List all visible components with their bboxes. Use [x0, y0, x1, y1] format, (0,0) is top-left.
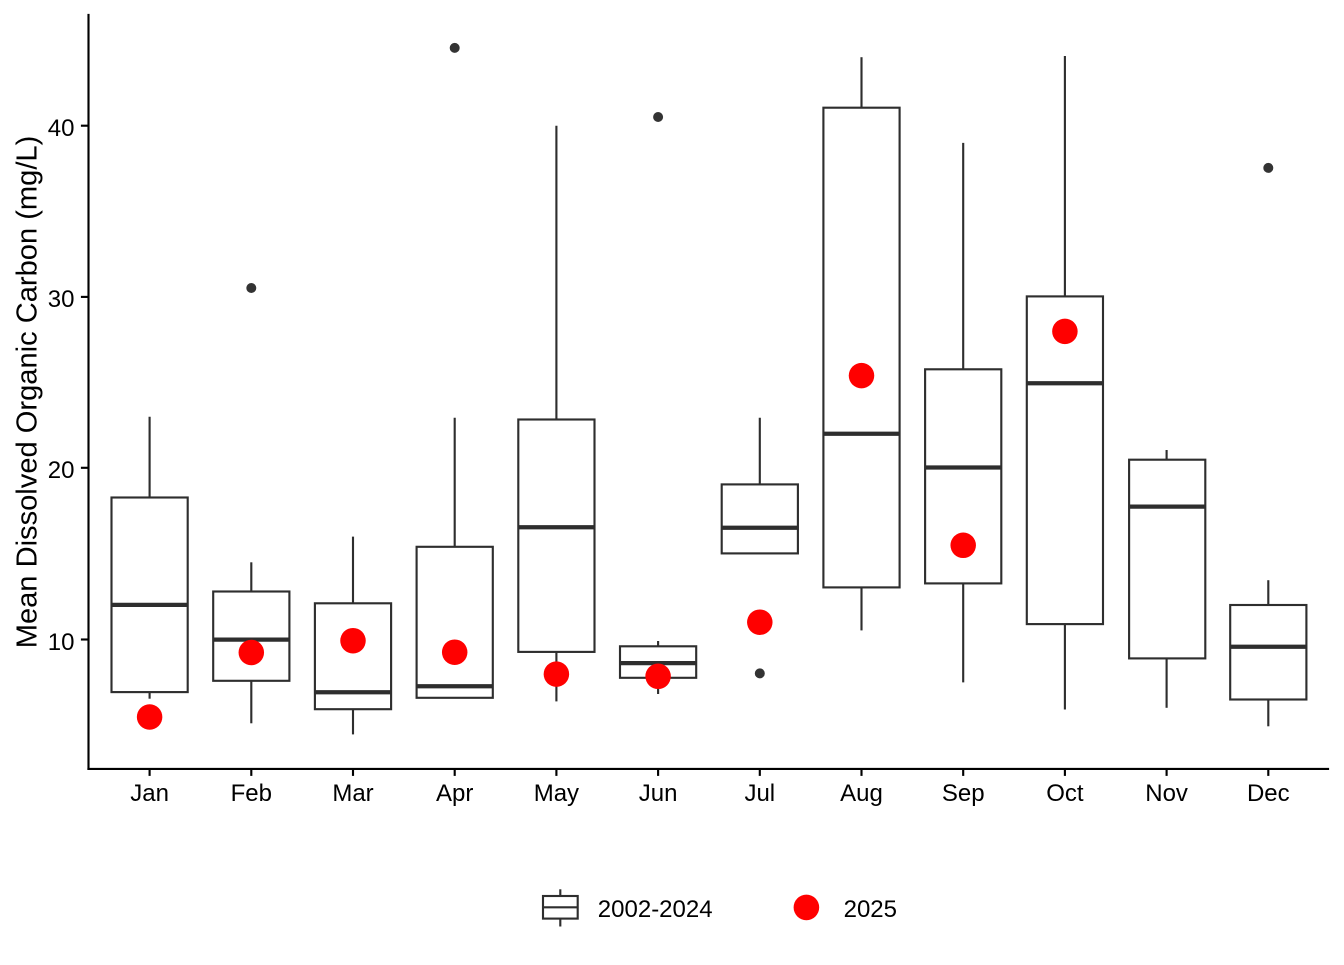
svg-text:May: May: [534, 780, 579, 807]
svg-text:Mean Dissolved Organic Carbon: Mean Dissolved Organic Carbon (mg/L): [12, 136, 44, 649]
svg-text:Aug: Aug: [840, 780, 883, 807]
svg-text:Jul: Jul: [744, 780, 775, 807]
svg-text:Jun: Jun: [639, 780, 678, 807]
svg-text:Mar: Mar: [332, 780, 373, 807]
svg-text:Jan: Jan: [130, 780, 169, 807]
svg-text:30: 30: [48, 286, 75, 313]
svg-text:Oct: Oct: [1046, 780, 1084, 807]
svg-text:2025: 2025: [844, 896, 897, 923]
svg-text:2002-2024: 2002-2024: [598, 896, 713, 923]
svg-text:Feb: Feb: [231, 780, 272, 807]
svg-text:10: 10: [48, 629, 75, 656]
svg-text:Dec: Dec: [1247, 780, 1290, 807]
svg-text:20: 20: [48, 457, 75, 484]
svg-text:Nov: Nov: [1145, 780, 1188, 807]
svg-text:Sep: Sep: [942, 780, 985, 807]
svg-text:40: 40: [48, 115, 75, 142]
svg-text:Apr: Apr: [436, 780, 473, 807]
